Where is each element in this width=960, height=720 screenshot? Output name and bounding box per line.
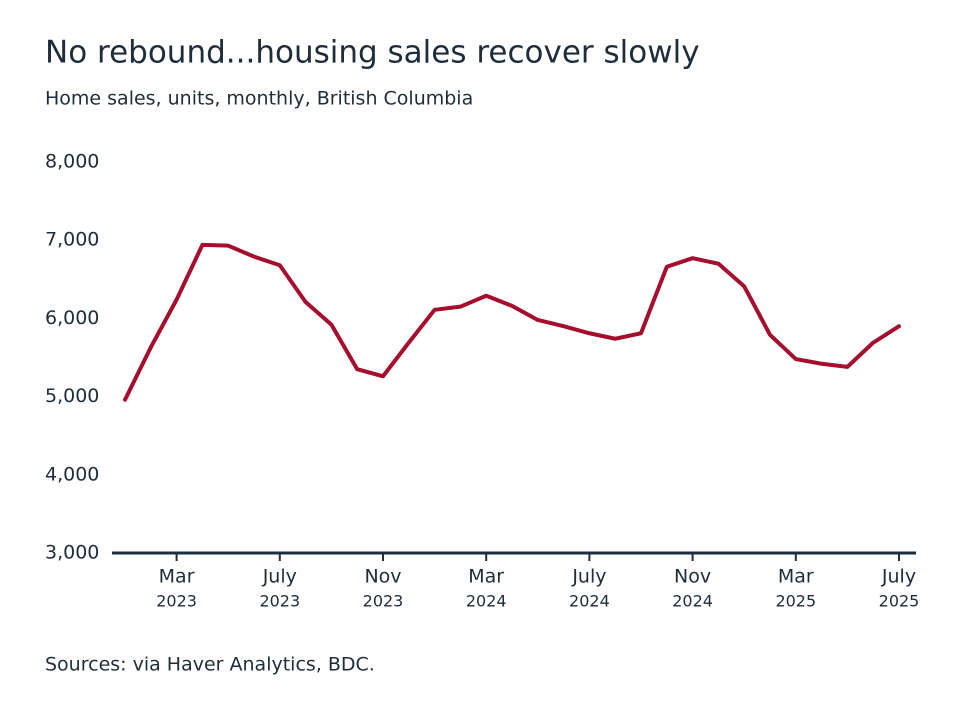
x-tick-month: Mar (159, 566, 195, 588)
x-tick-year: 2023 (363, 592, 404, 611)
x-tick-year: 2025 (879, 592, 920, 611)
x-tick-year: 2024 (466, 592, 507, 611)
x-tick-month: July (881, 566, 916, 588)
x-tick-year: 2023 (259, 592, 300, 611)
x-tick-month: Nov (364, 566, 401, 588)
x-tick-month: Mar (468, 566, 504, 588)
y-tick-label: 6,000 (45, 307, 99, 329)
y-tick-label: 5,000 (45, 385, 99, 407)
x-tick-month: Nov (674, 566, 711, 588)
x-tick-month: Mar (778, 566, 814, 588)
source-note: Sources: via Haver Analytics, BDC. (45, 654, 375, 676)
x-tick-year: 2024 (569, 592, 610, 611)
data-line (123, 242, 901, 402)
x-tick-year: 2023 (156, 592, 197, 611)
y-tick-label: 8,000 (45, 151, 99, 173)
chart-title: No rebound...housing sales recover slowl… (45, 35, 700, 71)
x-tick-month: July (571, 566, 606, 588)
x-tick-year: 2025 (775, 592, 816, 611)
chart-subtitle: Home sales, units, monthly, British Colu… (45, 88, 473, 110)
x-tick-year: 2024 (672, 592, 713, 611)
y-tick-label: 4,000 (45, 463, 99, 485)
y-tick-label: 7,000 (45, 229, 99, 251)
y-tick-label: 3,000 (45, 542, 99, 564)
x-tick-month: July (262, 566, 297, 588)
